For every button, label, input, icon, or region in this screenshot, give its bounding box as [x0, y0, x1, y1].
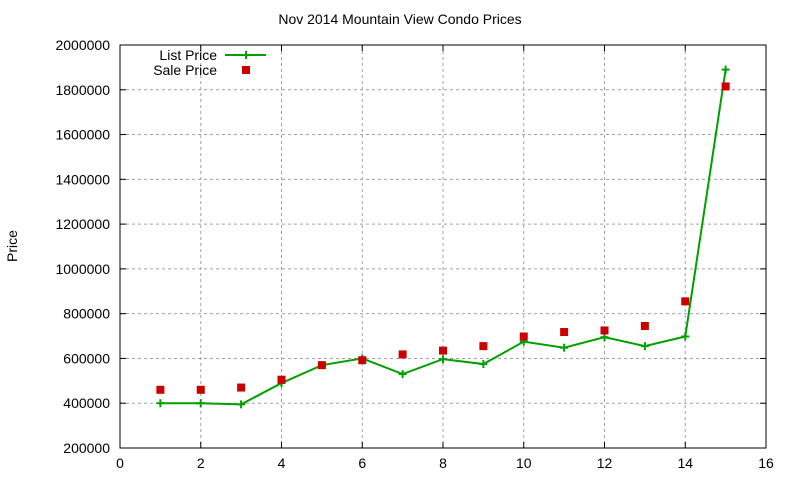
square-marker-icon: [317, 361, 326, 370]
square-marker-icon: [439, 346, 447, 355]
square-marker-icon: [196, 385, 205, 394]
axes: [119, 44, 767, 449]
x-tick-label: 0: [116, 455, 124, 471]
square-marker-icon: [237, 383, 246, 392]
square-marker-icon: [156, 385, 165, 394]
data-series: [156, 65, 730, 409]
legend-label: Sale Price: [153, 62, 217, 78]
x-tick-label: 8: [439, 455, 447, 471]
grid-lines: [120, 45, 766, 448]
tick-labels: 0 2 4 6 8 10 12 14 16 200000 400000 600000 800000 100…: [55, 37, 774, 471]
square-marker-icon: [398, 350, 407, 359]
x-tick-label: 12: [597, 455, 613, 471]
series-sale-price: [156, 82, 730, 394]
square-marker-icon: [600, 326, 609, 335]
square-marker-icon: [277, 375, 286, 384]
square-marker-icon: [640, 321, 649, 330]
legend-label: List Price: [159, 47, 217, 63]
y-tick-label: 1800000: [55, 82, 110, 98]
y-tick-label: 800000: [63, 306, 110, 322]
square-marker-icon: [681, 297, 690, 306]
square-marker-icon: [479, 342, 488, 351]
y-tick-label: 1400000: [55, 171, 110, 187]
x-tick-label: 16: [758, 455, 774, 471]
x-tick-label: 6: [358, 455, 366, 471]
x-tick-label: 10: [516, 455, 532, 471]
legend-square-icon: [242, 66, 250, 74]
chart-title: Nov 2014 Mountain View Condo Prices: [278, 11, 522, 27]
y-tick-label: 600000: [63, 350, 110, 366]
square-marker-icon: [560, 328, 569, 337]
y-tick-label: 2000000: [55, 37, 110, 53]
x-tick-label: 2: [197, 455, 205, 471]
x-tick-label: 14: [677, 455, 693, 471]
square-marker-icon: [721, 82, 730, 91]
y-tick-label: 1200000: [55, 216, 110, 232]
y-tick-label: 400000: [63, 395, 110, 411]
x-tick-label: 4: [278, 455, 286, 471]
y-tick-label: 1600000: [55, 127, 110, 143]
square-marker-icon: [358, 356, 367, 365]
y-tick-label: 200000: [63, 440, 110, 456]
y-tick-label: 1000000: [55, 261, 110, 277]
square-marker-icon: [519, 332, 528, 341]
